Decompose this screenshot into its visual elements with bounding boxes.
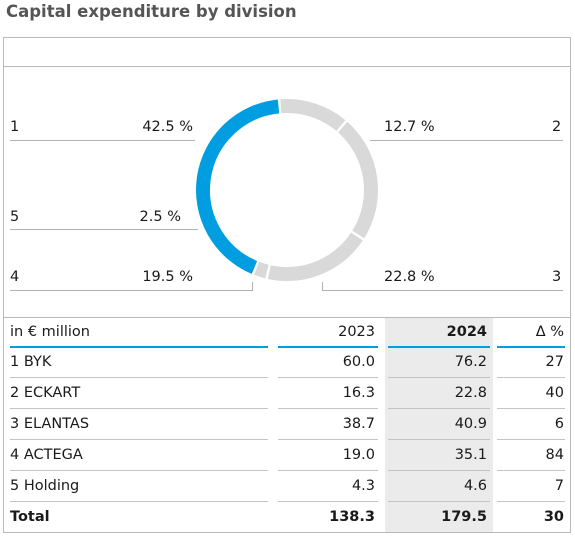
row-value-2024: 35.1 — [454, 447, 487, 463]
slice-label-3: 22.8 % — [384, 269, 435, 285]
table-separator — [3, 317, 571, 318]
row-rule — [10, 439, 268, 440]
row-value-delta: 27 — [545, 354, 564, 370]
row-rule — [10, 501, 268, 502]
row-division: 1 BYK — [10, 354, 52, 370]
row-rule — [497, 408, 565, 409]
row-value-2023: 138.3 — [329, 509, 375, 525]
slice-number-3: 3 — [552, 269, 562, 285]
slice-number-4: 4 — [10, 269, 20, 285]
row-value-2023: 19.0 — [342, 447, 375, 463]
row-value-2023: 60.0 — [342, 354, 375, 370]
row-rule — [278, 439, 378, 440]
leader-line-4 — [10, 290, 253, 291]
row-rule — [10, 470, 268, 471]
row-rule — [388, 408, 490, 409]
leader-line-1 — [10, 140, 195, 141]
row-division: 5 Holding — [10, 478, 80, 494]
row-value-2024: 76.2 — [454, 354, 487, 370]
donut-arcs — [196, 99, 378, 281]
row-rule — [388, 470, 490, 471]
row-division: 4 ACTEGA — [10, 447, 83, 463]
slice-label-5: 2.5 % — [139, 209, 181, 225]
donut-slice-1 — [196, 99, 280, 274]
slice-number-2: 2 — [552, 119, 562, 135]
row-value-2024: 4.6 — [463, 478, 487, 494]
row-value-2023: 16.3 — [342, 385, 375, 401]
row-value-2023: 4.3 — [351, 478, 375, 494]
header-2023: 2023 — [338, 324, 375, 340]
row-value-delta: 6 — [554, 416, 564, 432]
slice-label-1: 42.5 % — [142, 119, 193, 135]
row-division: 2 ECKART — [10, 385, 81, 401]
slice-label-4: 19.5 % — [142, 269, 193, 285]
donut-chart — [196, 99, 378, 281]
header-rule-2023 — [278, 346, 378, 348]
row-rule — [278, 470, 378, 471]
leader-line-5 — [10, 229, 198, 230]
row-rule — [10, 377, 268, 378]
chart-frame — [3, 37, 571, 533]
header-rule-2024 — [388, 346, 490, 348]
row-value-delta: 84 — [545, 447, 564, 463]
leader-tick-3 — [322, 282, 323, 290]
row-rule — [388, 501, 490, 502]
header-rule-delta — [497, 346, 565, 348]
slice-number-5: 5 — [10, 209, 20, 225]
row-rule — [278, 408, 378, 409]
header-delta: Δ % — [535, 324, 564, 340]
unit-label: in € million — [10, 324, 90, 340]
row-value-2024: 40.9 — [454, 416, 487, 432]
row-rule — [497, 377, 565, 378]
donut-slice-5 — [254, 261, 269, 279]
leader-tick-4 — [252, 282, 253, 290]
row-division: Total — [10, 509, 50, 525]
slice-number-1: 1 — [10, 119, 20, 135]
row-value-delta: 30 — [543, 509, 564, 525]
row-value-delta: 7 — [554, 478, 564, 494]
frame-separator — [3, 66, 571, 67]
donut-slice-3 — [337, 121, 378, 239]
row-value-2023: 38.7 — [342, 416, 375, 432]
leader-line-3 — [322, 290, 563, 291]
chart-title: Capital expenditure by division — [6, 2, 297, 21]
row-rule — [497, 439, 565, 440]
row-rule — [388, 377, 490, 378]
leader-line-2 — [370, 140, 563, 141]
slice-label-2: 12.7 % — [384, 119, 435, 135]
row-rule — [10, 408, 268, 409]
row-rule — [497, 470, 565, 471]
row-value-delta: 40 — [545, 385, 564, 401]
row-rule — [497, 501, 565, 502]
row-division: 3 ELANTAS — [10, 416, 90, 432]
row-rule — [388, 439, 490, 440]
donut-slice-4 — [267, 232, 363, 281]
header-rule-label — [10, 346, 268, 348]
header-2024: 2024 — [446, 324, 487, 340]
highlight-column-2024 — [385, 318, 493, 532]
row-rule — [278, 377, 378, 378]
donut-slice-2 — [280, 99, 346, 132]
row-value-2024: 179.5 — [441, 509, 487, 525]
row-value-2024: 22.8 — [454, 385, 487, 401]
row-rule — [278, 501, 378, 502]
